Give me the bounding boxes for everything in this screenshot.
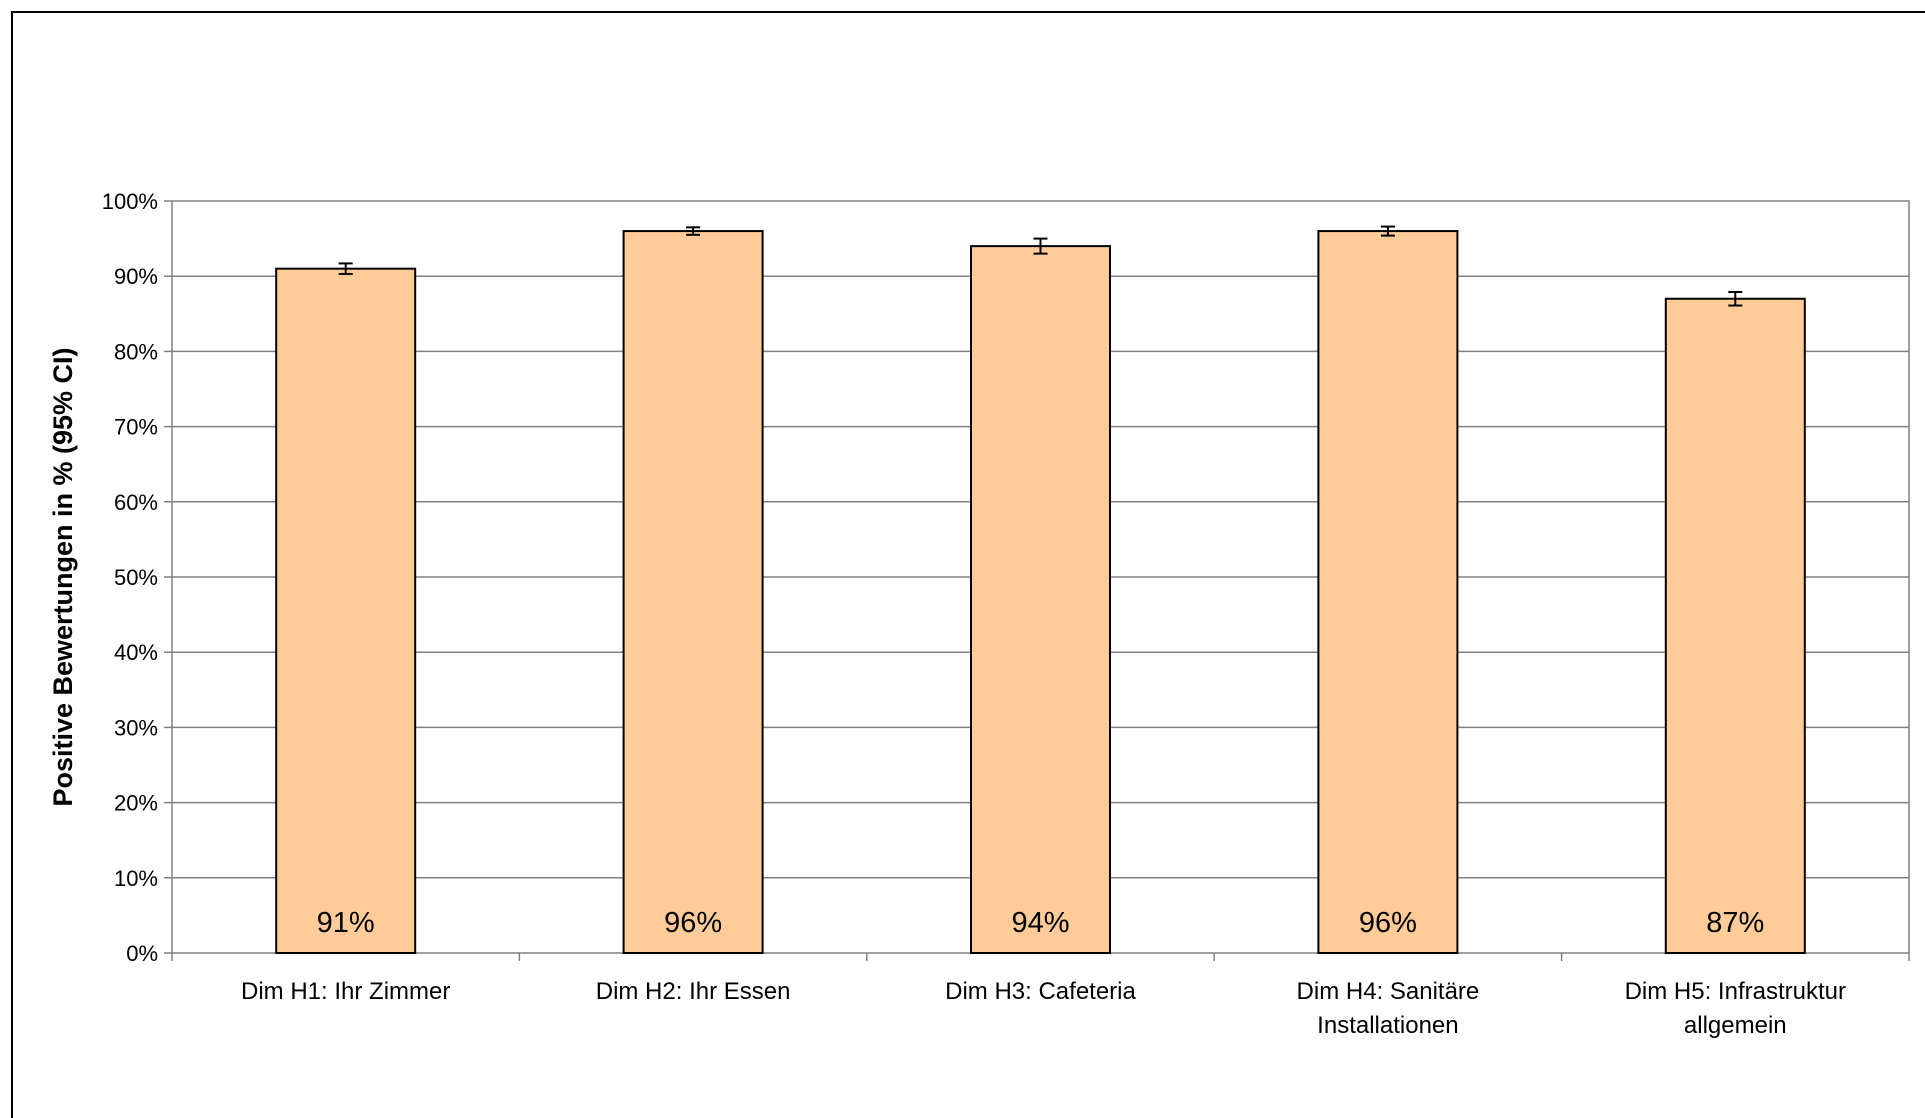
y-tick-label: 40% [114, 640, 158, 665]
x-tick-label: Dim H4: Sanitäre [1297, 978, 1480, 1005]
chart-frame [11, 11, 1925, 1118]
bar [970, 245, 1111, 954]
data-label: 87% [1706, 907, 1764, 939]
bar [1317, 230, 1459, 954]
bar [275, 267, 417, 954]
y-tick-label: 80% [114, 339, 158, 364]
x-tick-label: Dim H3: Cafeteria [945, 978, 1136, 1005]
y-tick-label: 20% [114, 791, 158, 816]
data-label: 91% [317, 907, 375, 939]
x-tick-label: Dim H2: Ihr Essen [596, 978, 791, 1005]
x-tick-label: Dim H5: Infrastruktur [1625, 978, 1846, 1005]
x-tick-label: Installationen [1317, 1012, 1458, 1039]
bar [1664, 297, 1806, 954]
y-tick-label: 10% [114, 866, 158, 891]
y-tick-label: 100% [102, 189, 158, 214]
x-tick-label: allgemein [1684, 1012, 1787, 1039]
y-tick-label: 70% [114, 415, 158, 440]
y-tick-label: 0% [126, 941, 158, 966]
bar [622, 230, 764, 954]
data-label: 94% [1011, 907, 1069, 939]
data-label: 96% [1359, 907, 1417, 939]
x-tick-label: Dim H1: Ihr Zimmer [241, 978, 450, 1005]
y-axis-title: Positive Bewertungen in % (95% CI) [48, 347, 78, 806]
y-tick-label: 90% [114, 264, 158, 289]
data-label: 96% [664, 907, 722, 939]
y-tick-label: 50% [114, 565, 158, 590]
y-tick-label: 60% [114, 490, 158, 515]
y-tick-label: 30% [114, 715, 158, 740]
